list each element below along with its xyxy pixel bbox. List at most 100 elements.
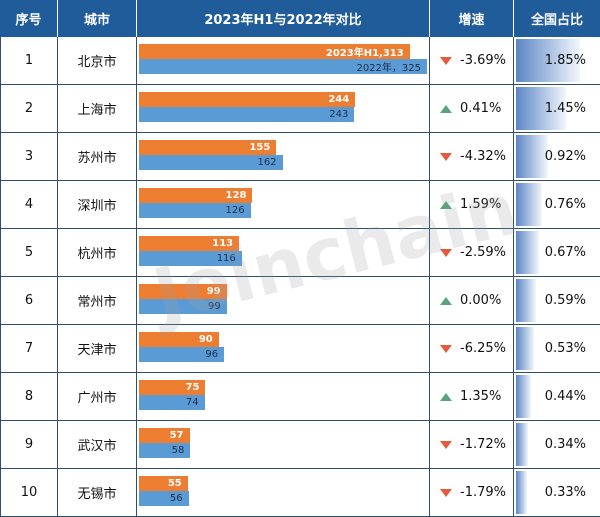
growth-cell: -3.69% [430,37,514,84]
arrow-down-icon [440,344,452,353]
growth-value: -2.59% [460,245,506,260]
city-name: 上海市 [58,85,137,132]
share-cell: 1.85% [514,37,600,84]
share-cell: 0.67% [514,229,600,276]
city-name: 苏州市 [58,133,137,180]
growth-cell: -4.32% [430,133,514,180]
growth-value: 0.41% [460,101,502,116]
bar-cell: 55 56 [137,469,430,516]
growth-cell: -1.79% [430,469,514,516]
growth-cell: 1.59% [430,181,514,228]
share-cell: 0.53% [514,325,600,372]
row-index: 9 [0,421,58,468]
growth-value: -1.72% [460,437,506,452]
bar-cell: 128 126 [137,181,430,228]
bar-2023h1: 113 [139,236,240,251]
share-cell: 1.45% [514,85,600,132]
arrow-down-icon [440,152,452,161]
share-value: 0.44% [544,389,586,404]
share-value: 0.92% [544,149,586,164]
share-cell: 0.59% [514,277,600,324]
row-index: 3 [0,133,58,180]
bar-2022: 96 [139,347,225,362]
growth-value: -1.79% [460,485,506,500]
growth-cell: 1.35% [430,373,514,420]
share-value: 0.34% [544,437,586,452]
bar-cell: 155 162 [137,133,430,180]
share-value: 0.67% [544,245,586,260]
growth-value: 1.35% [460,389,502,404]
bar-2022: 243 [139,107,355,122]
arrow-down-icon [440,440,452,449]
header-share: 全国占比 [514,0,600,37]
row-index: 5 [0,229,58,276]
arrow-up-icon [440,296,452,305]
header-compare: 2023年H1与2022年对比 [137,0,430,37]
table-row: 5 杭州市 113 116 -2.59% 0.67% [0,229,600,277]
table-row: 10 无锡市 55 56 -1.79% 0.33% [0,469,600,517]
growth-value: 0.00% [460,293,502,308]
bar-cell: 244 243 [137,85,430,132]
bar-2022: 116 [139,251,242,266]
arrow-down-icon [440,488,452,497]
arrow-up-icon [440,392,452,401]
share-value: 1.85% [544,53,586,68]
share-bar [516,183,543,226]
header-city: 城市 [58,0,137,37]
bar-cell: 75 74 [137,373,430,420]
growth-cell: 0.41% [430,85,514,132]
city-name: 无锡市 [58,469,137,516]
row-index: 10 [0,469,58,516]
bar-2022: 162 [139,155,283,170]
bar-cell: 99 99 [137,277,430,324]
growth-cell: 0.00% [430,277,514,324]
share-bar [516,471,528,514]
row-index: 2 [0,85,58,132]
table-row: 1 北京市 2023年H1,313 2022年，325 -3.69% 1.85% [0,37,600,85]
share-cell: 0.33% [514,469,600,516]
bar-2022: 99 [139,299,227,314]
arrow-down-icon [440,248,452,257]
row-index: 6 [0,277,58,324]
bar-2023h1: 128 [139,188,253,203]
table-row: 3 苏州市 155 162 -4.32% 0.92% [0,133,600,181]
share-bar [516,279,537,322]
share-bar [516,375,532,418]
share-cell: 0.76% [514,181,600,228]
share-cell: 0.44% [514,373,600,420]
bar-2022: 2022年，325 [139,59,427,74]
row-index: 7 [0,325,58,372]
bar-2023h1: 55 [139,476,188,491]
city-name: 广州市 [58,373,137,420]
row-index: 1 [0,37,58,84]
city-name: 杭州市 [58,229,137,276]
growth-cell: -6.25% [430,325,514,372]
share-cell: 0.92% [514,133,600,180]
bar-2022: 56 [139,491,189,506]
share-bar [516,39,580,82]
arrow-down-icon [440,56,452,65]
bar-2022: 126 [139,203,251,218]
share-value: 0.53% [544,341,586,356]
table-row: 6 常州市 99 99 0.00% 0.59% [0,277,600,325]
growth-value: -6.25% [460,341,506,356]
table-row: 7 天津市 90 96 -6.25% 0.53% [0,325,600,373]
row-index: 4 [0,181,58,228]
bar-2023h1: 244 [139,92,356,107]
growth-cell: -1.72% [430,421,514,468]
bar-cell: 2023年H1,313 2022年，325 [137,37,430,84]
growth-value: 1.59% [460,197,502,212]
city-name: 北京市 [58,37,137,84]
growth-value: -3.69% [460,53,506,68]
bar-2023h1: 75 [139,380,206,395]
share-cell: 0.34% [514,421,600,468]
share-bar [516,327,535,370]
bar-2022: 74 [139,395,205,410]
share-bar [516,135,548,178]
share-value: 0.59% [544,293,586,308]
city-name: 武汉市 [58,421,137,468]
bar-cell: 57 58 [137,421,430,468]
table-row: 8 广州市 75 74 1.35% 0.44% [0,373,600,421]
share-bar [516,423,528,466]
